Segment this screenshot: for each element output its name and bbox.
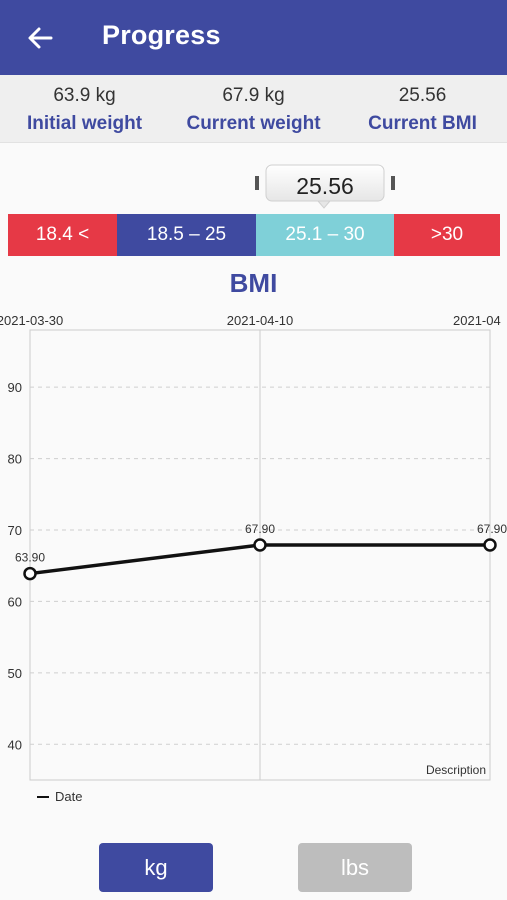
y-tick-label: 50	[8, 666, 22, 681]
app-bar: Progress	[0, 0, 507, 75]
current-weight-value: 67.9 kg	[222, 85, 285, 106]
x-tick-label: 2021-03-30	[0, 313, 63, 328]
y-tick-label: 70	[8, 523, 22, 538]
lbs-unit-button[interactable]: lbs	[298, 843, 412, 892]
bmi-scale: 18.4 < 18.5 – 25 25.1 – 30 >30	[8, 214, 500, 256]
data-label: 67.90	[477, 522, 507, 536]
back-button[interactable]	[20, 18, 60, 58]
bmi-line-chart: 90 80 70 60 50 40 2021-03-30 2021-04-10 2021-04…	[0, 313, 507, 804]
current-bmi-stat: 25.56 Current BMI	[338, 85, 507, 135]
bmi-indicator-value: 25.56	[296, 173, 354, 199]
chart-description: Description	[426, 763, 486, 777]
y-axis-ticks: 90 80 70 60 50 40	[8, 380, 22, 752]
stats-summary: 63.9 kg Initial weight 67.9 kg Current w…	[0, 75, 507, 143]
data-point	[253, 538, 267, 552]
current-weight-label: Current weight	[186, 113, 321, 134]
x-axis-ticks: 2021-03-30 2021-04-10 2021-04	[0, 313, 501, 328]
bmi-indicator: 25.56	[254, 163, 396, 209]
data-points	[23, 538, 497, 581]
y-tick-label: 80	[8, 452, 22, 467]
current-weight-stat: 67.9 kg Current weight	[169, 85, 338, 135]
chart-title: BMI	[229, 268, 278, 298]
legend-label: Date	[55, 789, 82, 804]
page-title: Progress	[102, 20, 221, 50]
bmi-scale-overweight: 25.1 – 30	[256, 214, 394, 256]
current-bmi-value: 25.56	[398, 85, 447, 106]
bmi-scale-underweight: 18.4 <	[8, 214, 117, 256]
initial-weight-stat: 63.9 kg Initial weight	[0, 85, 169, 135]
data-label: 63.90	[15, 551, 45, 565]
x-tick-label: 2021-04-10	[227, 313, 294, 328]
data-point	[23, 566, 37, 581]
y-tick-label: 40	[8, 737, 22, 752]
current-bmi-label: Current BMI	[368, 113, 477, 134]
y-tick-label: 60	[8, 594, 22, 609]
initial-weight-label: Initial weight	[26, 113, 143, 134]
data-labels: 63.90 67.90 67.90	[15, 522, 507, 565]
data-label: 67.90	[245, 522, 275, 536]
bmi-scale-obese: >30	[394, 214, 500, 256]
arrow-left-icon	[28, 27, 53, 49]
kg-unit-button[interactable]: kg	[99, 843, 213, 892]
initial-weight-value: 63.9 kg	[53, 85, 116, 106]
bmi-scale-normal: 18.5 – 25	[117, 214, 256, 256]
data-point	[483, 538, 497, 552]
x-tick-label: 2021-04	[453, 313, 501, 328]
y-tick-label: 90	[8, 380, 22, 395]
bmi-indicator-bubble	[255, 164, 395, 209]
